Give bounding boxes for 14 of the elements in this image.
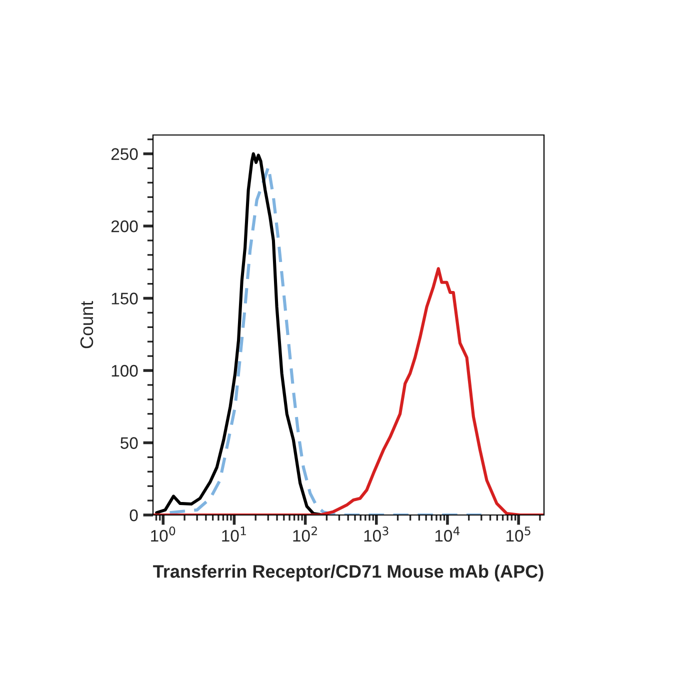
- y-axis-title: Count: [80, 301, 94, 348]
- y-tick-label: 150: [112, 292, 138, 304]
- x-axis-title: Transferrin Receptor/CD71 Mouse mAb (APC): [153, 564, 544, 582]
- x-tick-label: 10$^{3}$: [364, 526, 388, 542]
- y-tick-label: 50: [120, 437, 138, 449]
- x-tick-label: 10$^{1}$: [222, 526, 246, 542]
- y-tick-label: 0: [130, 509, 138, 522]
- x-tick-label: 10$^{5}$: [506, 526, 530, 542]
- x-tick-label: 10$^{4}$: [435, 526, 460, 542]
- y-tick-label: 200: [111, 220, 138, 232]
- x-tick-label: 10$^{2}$: [293, 526, 317, 542]
- y-tick-label: 100: [112, 364, 138, 377]
- x-tick-label: 10$^{0}$: [151, 526, 176, 542]
- y-tick-label: 250: [111, 148, 138, 160]
